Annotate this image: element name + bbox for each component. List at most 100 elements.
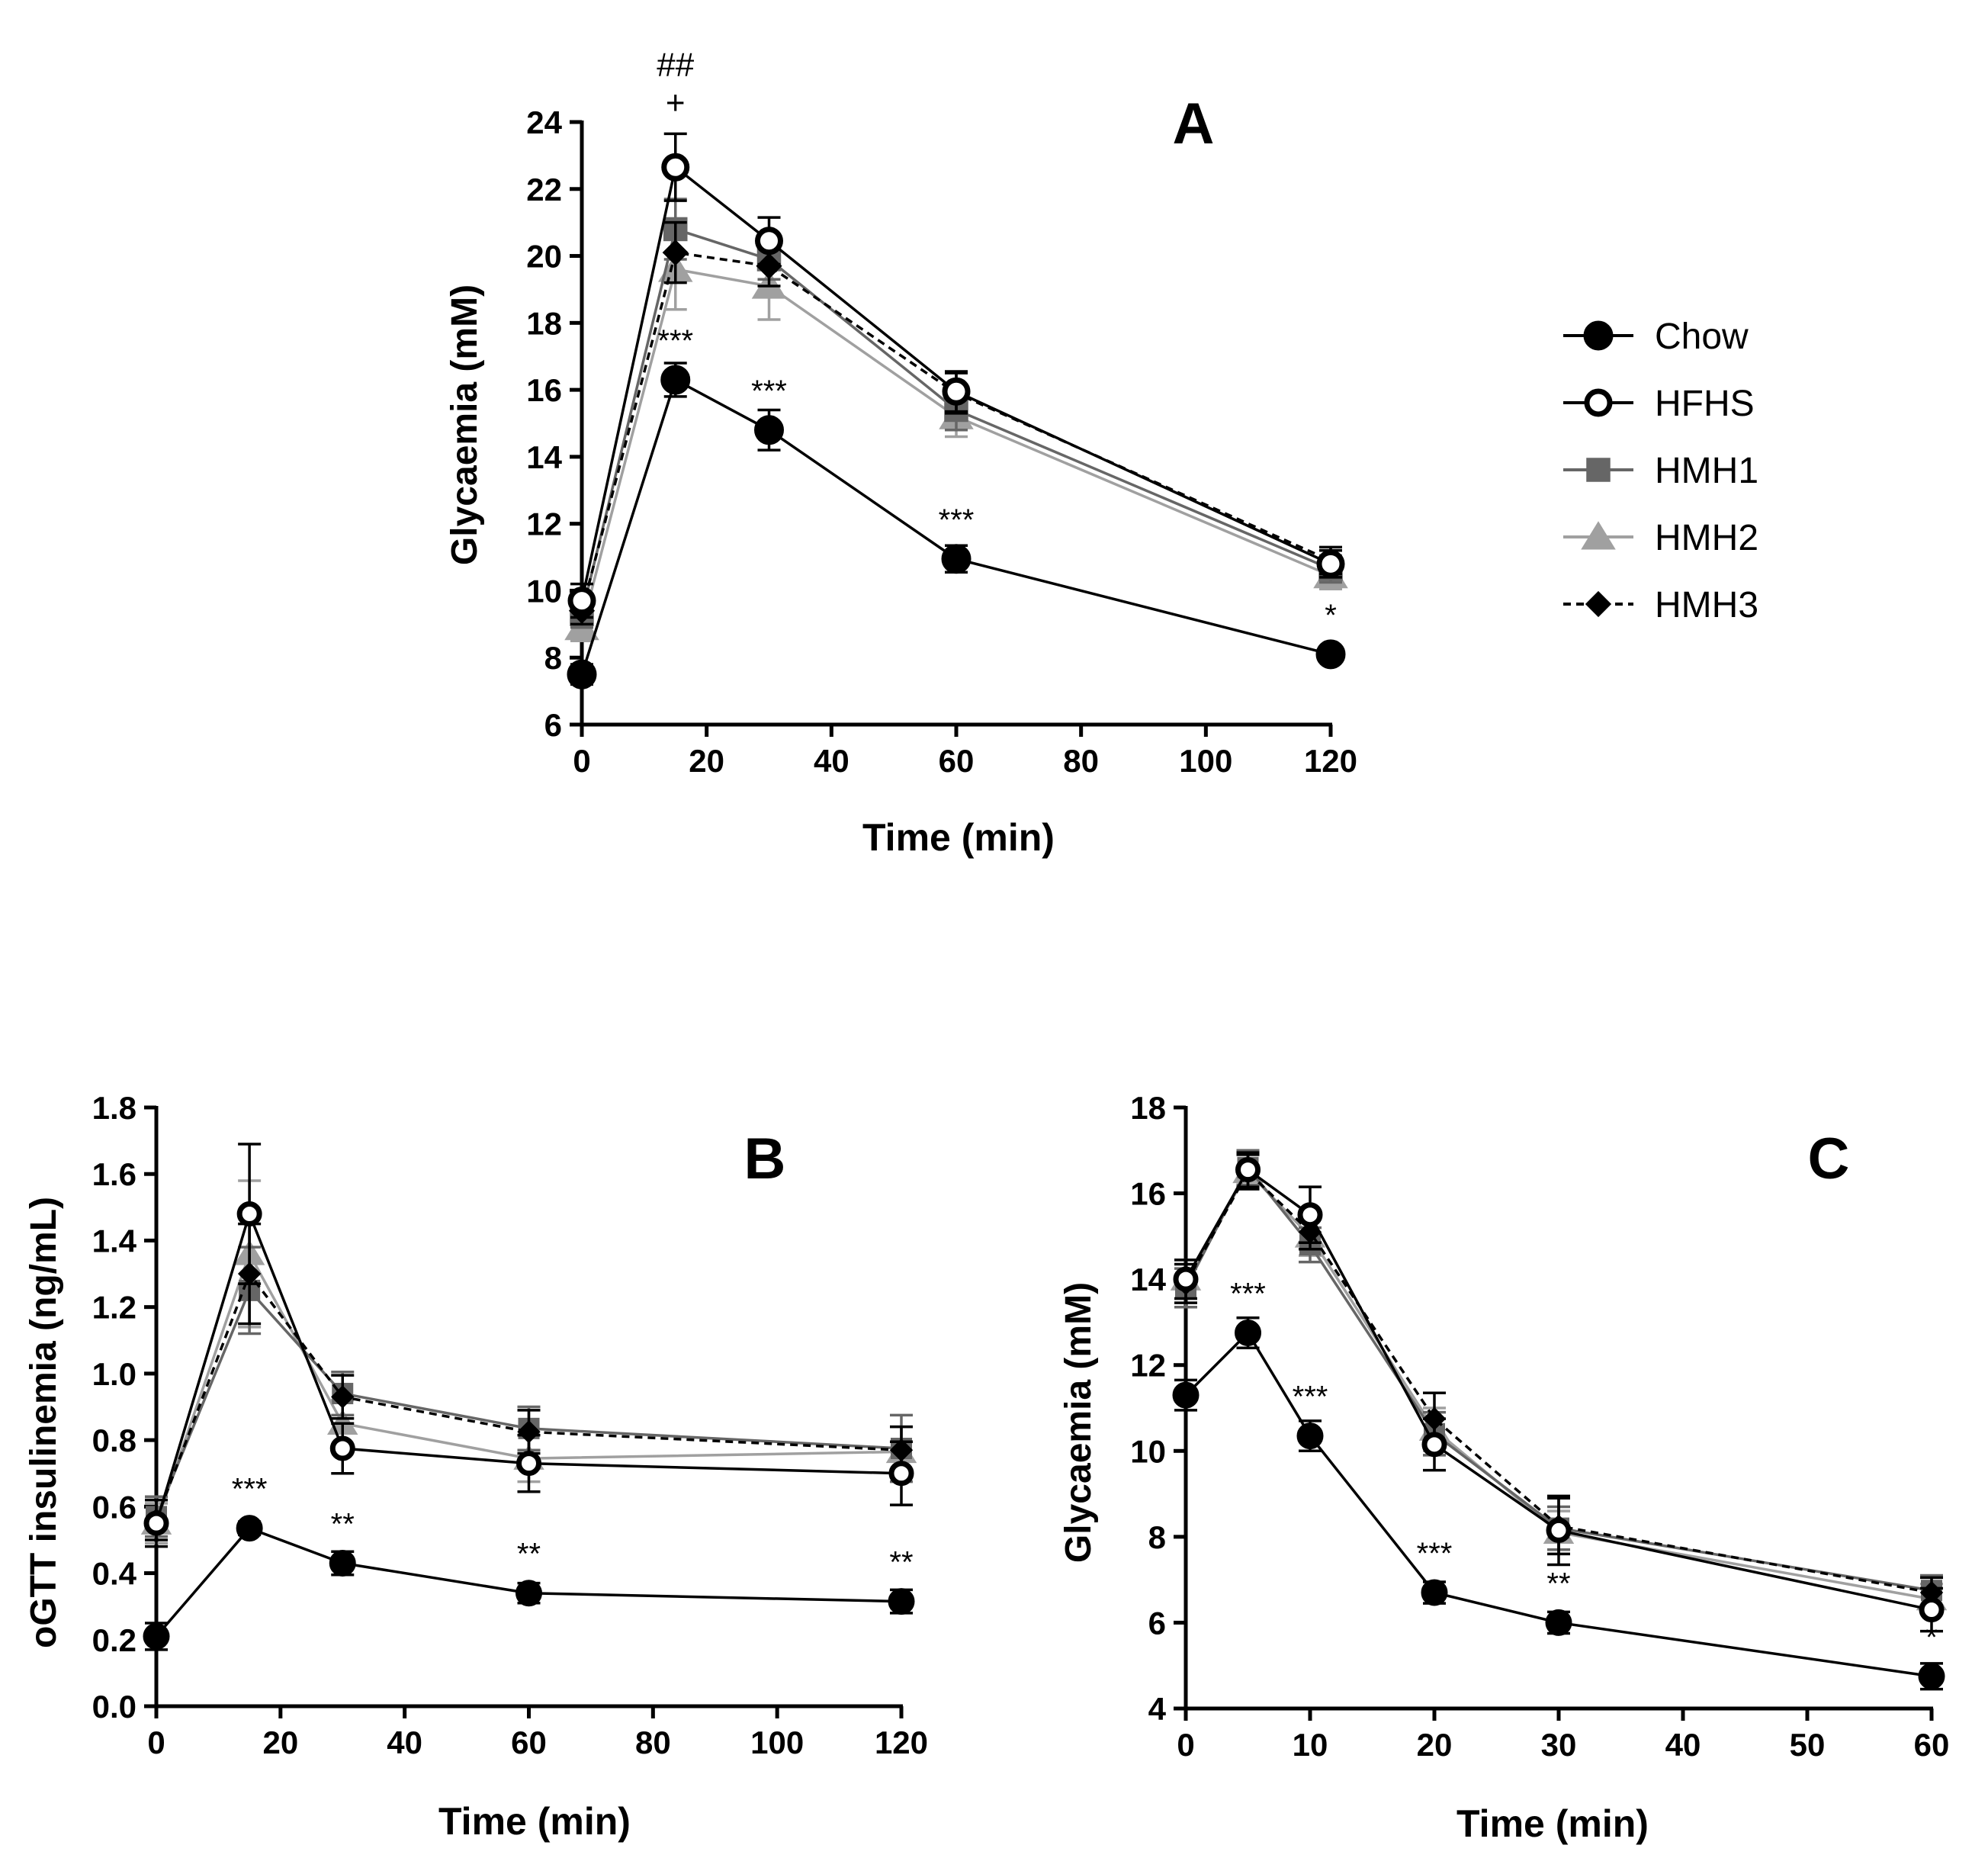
panel-b-significance: *** xyxy=(232,1473,268,1506)
panel-a-y-tick-label: 8 xyxy=(544,640,562,676)
panel-b-x-tick-label: 60 xyxy=(511,1725,547,1760)
panel-b-y-tick-label: 1.8 xyxy=(92,1090,136,1126)
panel-a-series-hfhs xyxy=(567,132,1345,619)
panel-a-significance: * xyxy=(1325,599,1337,632)
legend-marker-hmh3 xyxy=(1585,590,1612,618)
panel-c-significance: ** xyxy=(1546,1567,1570,1600)
panel-a-point-hfhs xyxy=(942,377,971,406)
panel-a-point-chow xyxy=(567,659,597,690)
panel-b-point-hmh3 xyxy=(331,1385,355,1409)
panel-c-significance: *** xyxy=(1293,1381,1328,1414)
panel-c-point-chow xyxy=(1296,1422,1324,1450)
panel-b-chart: B Time (min) oGTT insulinemia (ng/mL) 0.… xyxy=(24,1090,928,1843)
panel-a-x-tick-label: 100 xyxy=(1179,743,1232,779)
panel-a-point-hfhs xyxy=(661,153,690,182)
panel-a-significance: *** xyxy=(657,324,693,358)
panel-b-label: B xyxy=(744,1127,786,1191)
panel-b-point-hfhs xyxy=(143,1510,169,1536)
panel-c-significance: *** xyxy=(1230,1278,1266,1311)
panel-c-x-tick-label: 50 xyxy=(1790,1727,1826,1763)
panel-a-series-hmh3 xyxy=(568,220,1344,626)
panel-c-y-tick-label: 4 xyxy=(1148,1691,1167,1727)
panel-c-y-tick-label: 12 xyxy=(1130,1348,1166,1384)
panel-c-x-tick-label: 0 xyxy=(1177,1727,1194,1763)
panel-b-y-tick-label: 0.6 xyxy=(92,1489,136,1525)
panel-b-x-tick-label: 80 xyxy=(635,1725,671,1760)
panel-a-x-tick-label: 60 xyxy=(939,743,975,779)
panel-c-x-tick-label: 30 xyxy=(1541,1727,1577,1763)
panel-a-line-hmh2 xyxy=(580,268,1331,628)
panel-c-point-chow xyxy=(1421,1579,1448,1606)
panel-c-significance: *** xyxy=(1417,1537,1453,1570)
panel-c-point-hfhs xyxy=(1421,1432,1447,1458)
panel-c-y-tick-label: 16 xyxy=(1130,1176,1166,1212)
panel-c-y-tick-label: 10 xyxy=(1130,1433,1166,1469)
panel-b-point-chow xyxy=(143,1622,170,1650)
legend-item-hmh2: HMH2 xyxy=(1563,518,1758,558)
panel-a-x-tick-label: 120 xyxy=(1304,743,1357,779)
panel-b-point-hfhs xyxy=(516,1451,541,1477)
panel-a-point-hfhs xyxy=(567,587,596,616)
panel-c-point-hfhs xyxy=(1173,1266,1199,1292)
panel-a-point-chow xyxy=(660,365,691,395)
panel-a-x-tick-label: 0 xyxy=(573,743,590,779)
panel-b-x-tick-label: 0 xyxy=(147,1725,165,1760)
panel-a-point-hfhs xyxy=(1316,549,1345,578)
panel-a-series-hmh2 xyxy=(564,227,1348,643)
panel-a-y-tick-label: 12 xyxy=(526,506,562,542)
panel-c-y-tick-label: 8 xyxy=(1148,1519,1166,1555)
panel-a-significance-top: + xyxy=(666,84,686,121)
panel-a-x-tick-label: 40 xyxy=(814,743,849,779)
panel-a-point-chow xyxy=(754,415,784,445)
panel-c-chart: C Time (min) Glycaemia (mM) 4 6 8 10 12 14 16 1… xyxy=(1058,1090,1949,1845)
panel-b-y-tick-label: 0.8 xyxy=(92,1422,136,1458)
panel-c-series-chow xyxy=(1172,1316,1945,1691)
panel-a-y-tick-label: 22 xyxy=(526,172,562,207)
panel-a-x-tick-label: 20 xyxy=(689,743,724,779)
panel-a-x-tick-label: 80 xyxy=(1063,743,1099,779)
panel-c-y-tick-label: 14 xyxy=(1130,1262,1166,1297)
panel-b-point-hfhs xyxy=(888,1461,914,1487)
panel-a-y-axis-title: Glycaemia (mM) xyxy=(445,284,485,565)
legend-label-chow: Chow xyxy=(1655,317,1749,357)
panel-b-significance: ** xyxy=(331,1507,355,1541)
legend-item-hmh3: HMH3 xyxy=(1563,585,1758,625)
panel-a-significance-top: ## xyxy=(657,46,694,83)
panel-a-point-hfhs xyxy=(755,227,783,256)
panel-b-y-tick-label: 0.2 xyxy=(92,1622,136,1658)
panel-b-y-tick-label: 1.0 xyxy=(92,1356,136,1392)
legend-label-hmh1: HMH1 xyxy=(1655,451,1758,491)
panel-b-significance: ** xyxy=(517,1538,541,1571)
panel-b-y-tick-label: 0.0 xyxy=(92,1689,136,1725)
panel-a-point-chow xyxy=(941,544,972,574)
panel-c-x-tick-label: 40 xyxy=(1665,1727,1701,1763)
panel-c-label: C xyxy=(1808,1127,1850,1191)
panel-b-significance: ** xyxy=(889,1546,913,1580)
panel-c-point-hfhs xyxy=(1919,1597,1945,1623)
panel-b-y-tick-label: 1.4 xyxy=(92,1223,137,1258)
panel-a-y-tick-label: 18 xyxy=(526,305,562,341)
panel-b-series-hfhs xyxy=(143,1143,914,1548)
panel-b-y-axis-title: oGTT insulinemia (ng/mL) xyxy=(24,1197,64,1648)
panel-a-y-tick-label: 6 xyxy=(544,707,562,743)
panel-b-point-hfhs xyxy=(329,1435,355,1461)
legend-item-chow: Chow xyxy=(1563,317,1749,357)
panel-a-point-hmh3 xyxy=(662,239,689,266)
panel-a-x-axis-title: Time (min) xyxy=(862,816,1055,859)
panel-c-x-tick-label: 10 xyxy=(1293,1727,1328,1763)
panel-c-point-chow xyxy=(1172,1381,1200,1409)
legend-marker-chow xyxy=(1583,320,1614,351)
panel-b-y-tick-label: 1.6 xyxy=(92,1156,136,1192)
panel-a-y-tick-label: 14 xyxy=(526,439,562,475)
legend-label-hmh2: HMH2 xyxy=(1655,518,1758,558)
panel-a-y-tick-label: 10 xyxy=(526,573,562,609)
panel-c-significance: * xyxy=(1925,1621,1938,1654)
panel-b-point-chow xyxy=(329,1549,356,1577)
panel-a-point-chow xyxy=(1315,639,1346,670)
panel-a-y-tick-label: 16 xyxy=(526,372,562,408)
legend-label-hfhs: HFHS xyxy=(1655,384,1755,424)
panel-b-point-chow xyxy=(515,1580,542,1607)
panel-c-point-chow xyxy=(1545,1609,1572,1636)
legend-marker-hmh2 xyxy=(1581,521,1616,550)
panel-b-x-tick-label: 120 xyxy=(875,1725,928,1760)
